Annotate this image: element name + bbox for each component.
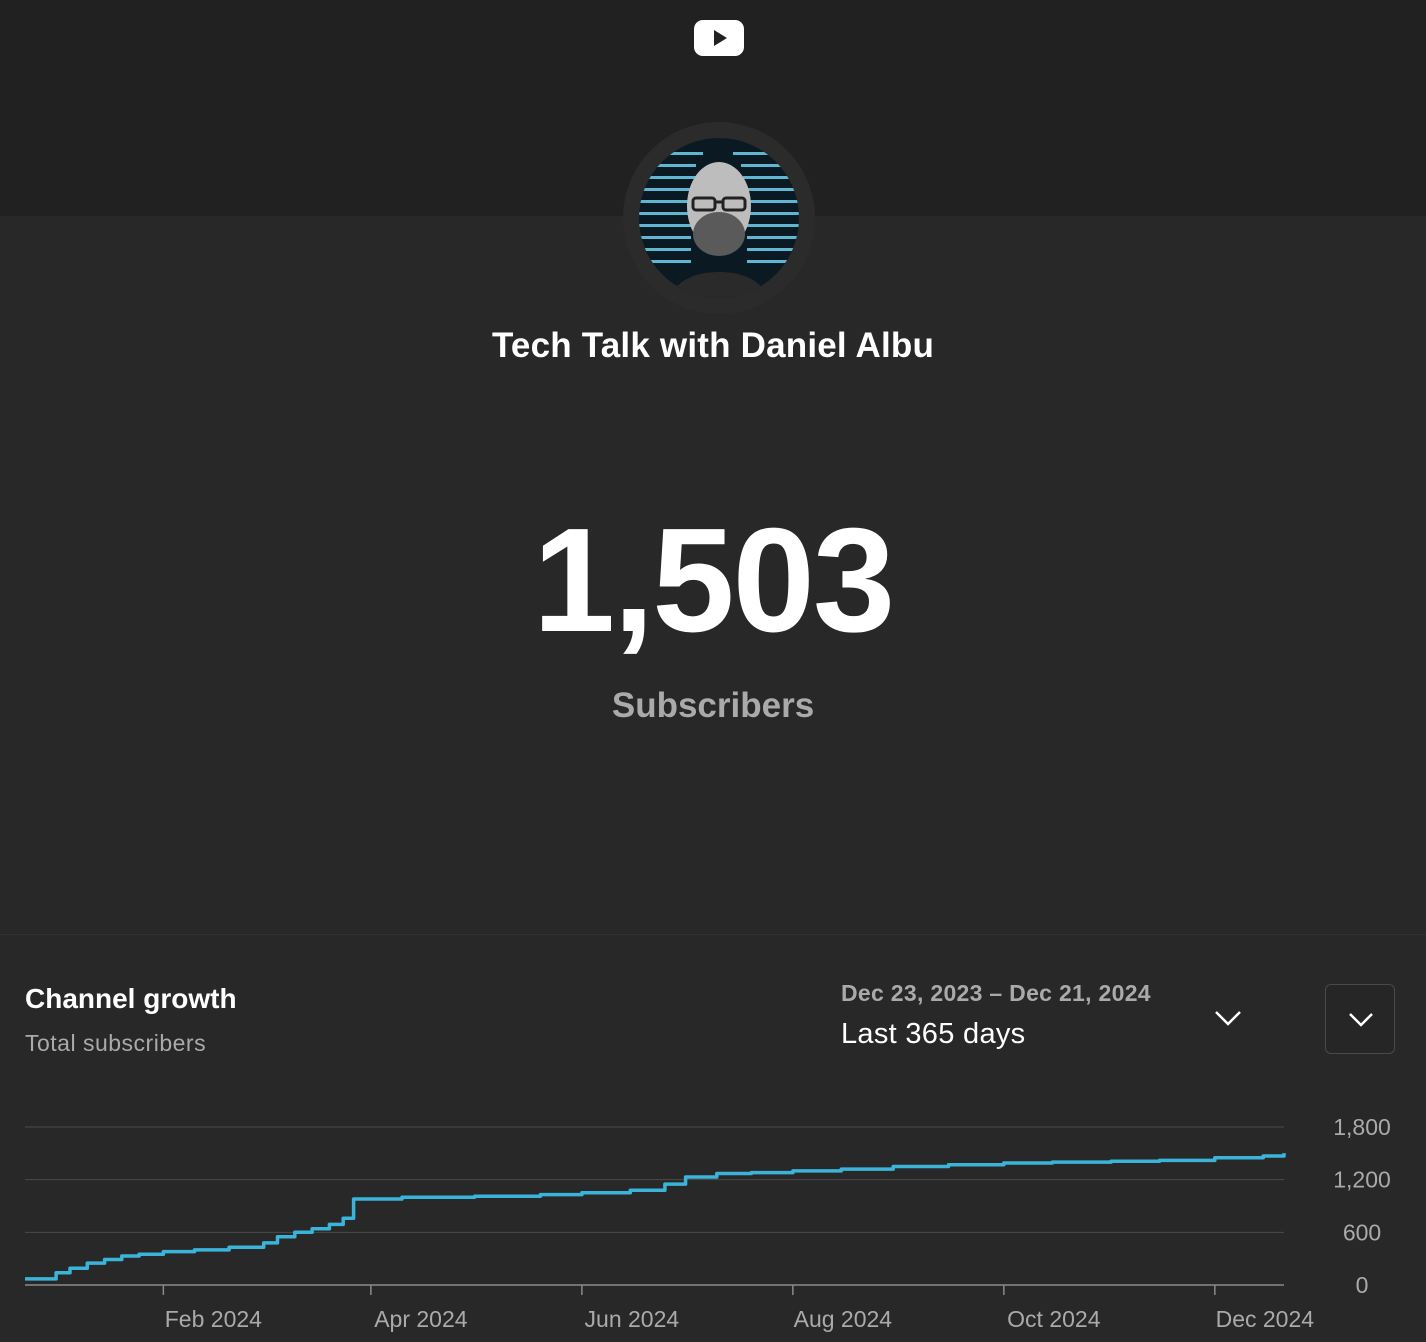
x-tick-label: Feb 2024 — [165, 1306, 262, 1332]
chevron-down-icon — [1349, 1013, 1373, 1027]
channel-name[interactable]: Tech Talk with Daniel Albu — [491, 326, 935, 365]
y-tick-label: 1,200 — [1333, 1167, 1391, 1193]
x-tick-label: Jun 2024 — [585, 1306, 680, 1332]
section-divider — [0, 934, 1426, 935]
channel-avatar-photo — [623, 122, 815, 314]
series-line — [25, 1153, 1286, 1281]
growth-chart[interactable]: 0 600 1,200 1,800 Feb 2024 Apr 2024 Jun 2024 Au… — [0, 1100, 1426, 1342]
x-tick-label: Aug 2024 — [794, 1306, 893, 1332]
metric-menu-button[interactable] — [1325, 984, 1395, 1054]
channel-avatar[interactable] — [623, 122, 815, 314]
date-range-label[interactable]: Last 365 days — [841, 1018, 1026, 1050]
growth-chart-svg: 0 600 1,200 1,800 Feb 2024 Apr 2024 Jun 2024 Au… — [25, 1114, 1391, 1332]
subscriber-count: 1,503 — [532, 498, 895, 663]
y-tick-label: 0 — [1356, 1272, 1369, 1298]
growth-title: Channel growth — [25, 983, 237, 1014]
date-range-text[interactable]: Dec 23, 2023 – Dec 21, 2024 — [841, 980, 1151, 1006]
y-tick-label: 600 — [1343, 1219, 1381, 1245]
x-tick-label: Oct 2024 — [1007, 1306, 1101, 1332]
subscriber-label: Subscribers — [611, 686, 815, 725]
growth-subtitle: Total subscribers — [25, 1030, 207, 1056]
y-tick-label: 1,800 — [1333, 1114, 1391, 1140]
x-tick-label: Apr 2024 — [374, 1306, 468, 1332]
x-tick-label: Dec 2024 — [1216, 1306, 1315, 1332]
chevron-down-icon[interactable] — [1212, 1004, 1244, 1032]
youtube-play-icon[interactable] — [694, 20, 744, 56]
